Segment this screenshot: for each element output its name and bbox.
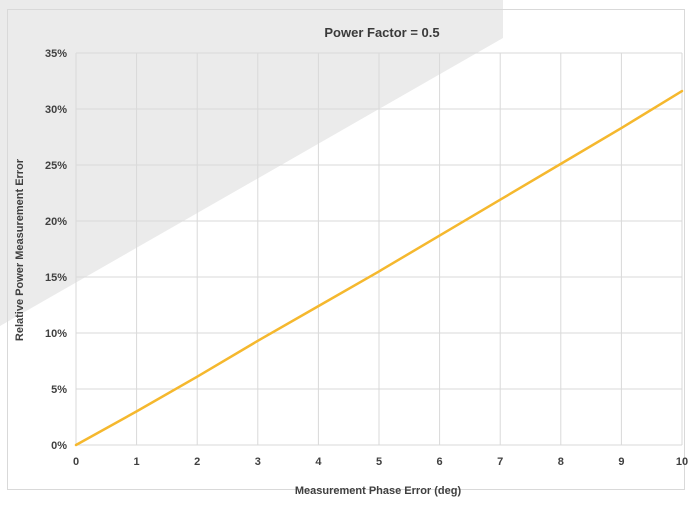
y-tick-label: 10% (45, 328, 67, 340)
x-tick-label: 7 (497, 456, 503, 468)
x-tick-label: 6 (437, 456, 443, 468)
background-wedge (0, 0, 503, 326)
x-tick-label: 0 (73, 456, 79, 468)
x-axis-ticks: 0 1 2 3 4 5 6 7 8 9 10 (73, 456, 688, 468)
x-tick-label: 4 (315, 456, 322, 468)
series-layer (74, 89, 684, 447)
x-tick-label: 5 (376, 456, 382, 468)
y-tick-label: 5% (51, 384, 67, 396)
y-tick-label: 35% (45, 48, 67, 60)
x-tick-label: 2 (194, 456, 200, 468)
y-tick-label: 25% (45, 160, 67, 172)
y-axis-label: Relative Power Measurement Error (14, 158, 26, 341)
chart-frame (7, 9, 685, 490)
x-tick-label: 8 (558, 456, 564, 468)
x-tick-label: 10 (676, 456, 688, 468)
chart-title: Power Factor = 0.5 (324, 25, 439, 40)
x-tick-label: 3 (255, 456, 261, 468)
y-tick-label: 30% (45, 104, 67, 116)
y-tick-label: 20% (45, 216, 67, 228)
y-tick-label: 0% (51, 440, 67, 452)
grid (75, 52, 683, 446)
x-axis-label: Measurement Phase Error (deg) (295, 485, 462, 497)
series-line (74, 89, 684, 447)
y-axis-ticks: 0% 5% 10% 15% 20% 25% 30% 35% (45, 48, 67, 452)
x-tick-label: 1 (134, 456, 140, 468)
y-tick-label: 15% (45, 272, 67, 284)
x-tick-label: 9 (618, 456, 624, 468)
